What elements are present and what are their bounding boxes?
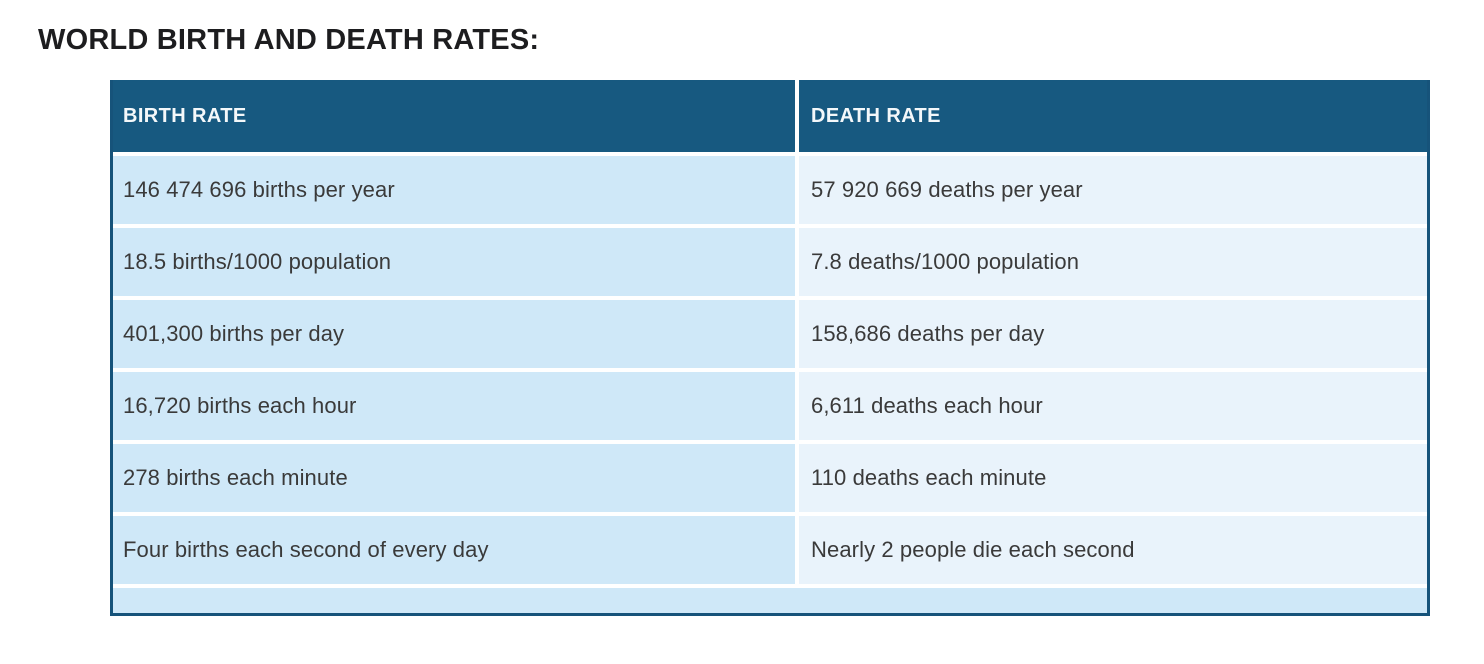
- death-rate-cell: 7.8 deaths/1000 population: [799, 228, 1427, 296]
- death-rate-cell: 57 920 669 deaths per year: [799, 156, 1427, 224]
- table-footer-row: [113, 588, 1427, 613]
- birth-rate-cell: 16,720 births each hour: [113, 372, 795, 440]
- birth-rate-cell: 401,300 births per day: [113, 300, 795, 368]
- birth-rate-cell: 18.5 births/1000 population: [113, 228, 795, 296]
- death-rate-cell: 6,611 deaths each hour: [799, 372, 1427, 440]
- table-row: 401,300 births per day 158,686 deaths pe…: [113, 300, 1427, 368]
- birth-death-rates-table: BIRTH RATE DEATH RATE 146 474 696 births…: [110, 80, 1430, 616]
- table-row: 146 474 696 births per year 57 920 669 d…: [113, 156, 1427, 224]
- death-rate-cell: Nearly 2 people die each second: [799, 516, 1427, 584]
- header-cell-birth-rate: BIRTH RATE: [113, 80, 795, 152]
- death-rate-cell: 110 deaths each minute: [799, 444, 1427, 512]
- birth-rate-cell: 146 474 696 births per year: [113, 156, 795, 224]
- table-row: 18.5 births/1000 population 7.8 deaths/1…: [113, 228, 1427, 296]
- birth-rate-cell: Four births each second of every day: [113, 516, 795, 584]
- table-row: 16,720 births each hour 6,611 deaths eac…: [113, 372, 1427, 440]
- table-header-row: BIRTH RATE DEATH RATE: [113, 80, 1427, 152]
- page-title: WORLD BIRTH AND DEATH RATES:: [38, 24, 540, 56]
- table-row: 278 births each minute 110 deaths each m…: [113, 444, 1427, 512]
- header-cell-death-rate: DEATH RATE: [799, 80, 1427, 152]
- birth-rate-cell: 278 births each minute: [113, 444, 795, 512]
- table-row: Four births each second of every day Nea…: [113, 516, 1427, 584]
- death-rate-cell: 158,686 deaths per day: [799, 300, 1427, 368]
